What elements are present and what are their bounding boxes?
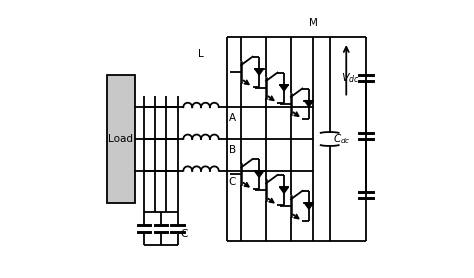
Polygon shape [255, 171, 264, 177]
Text: $V_{dc}$: $V_{dc}$ [341, 71, 359, 85]
Text: A: A [228, 113, 236, 123]
Polygon shape [280, 187, 289, 193]
Text: C: C [180, 229, 188, 239]
Polygon shape [304, 203, 313, 209]
Text: B: B [228, 145, 236, 155]
Text: M: M [309, 18, 318, 28]
Polygon shape [255, 69, 264, 75]
Polygon shape [280, 85, 289, 91]
Text: $C_{dc}$: $C_{dc}$ [333, 132, 351, 146]
Text: Load: Load [109, 134, 133, 144]
Text: C: C [228, 177, 236, 187]
Text: L: L [198, 49, 204, 59]
Polygon shape [304, 101, 313, 107]
FancyBboxPatch shape [107, 75, 135, 203]
